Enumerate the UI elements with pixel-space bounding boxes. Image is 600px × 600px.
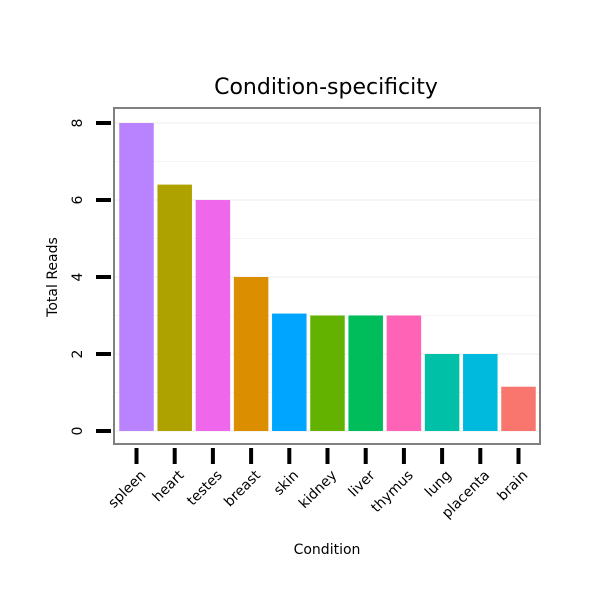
chart-title: Condition-specificity (214, 75, 438, 100)
bar-skin (272, 313, 307, 431)
x-tick-label-heart: heart (150, 467, 188, 505)
x-tick-label-lung: lung (422, 468, 455, 501)
y-tick-label-4: 4 (70, 272, 86, 281)
x-tick-label-kidney: kidney (296, 468, 340, 512)
y-tick-label-0: 0 (70, 427, 86, 436)
x-tick-label-thymus: thymus (368, 468, 416, 516)
x-tick-label-brain: brain (495, 468, 532, 505)
bar-testes (195, 200, 231, 431)
bar-kidney (310, 315, 345, 431)
bar-placenta (463, 354, 498, 431)
y-tick-label-6: 6 (70, 195, 86, 204)
bar-brain (501, 386, 536, 431)
bar-heart (157, 184, 192, 431)
bars (119, 123, 536, 431)
x-tick-label-breast: breast (221, 467, 264, 510)
x-tick-label-skin: skin (271, 468, 302, 499)
plot-panel-border (113, 107, 541, 445)
y-tick-label-2: 2 (70, 350, 86, 359)
bar-breast (233, 277, 269, 431)
x-tick-label-testes: testes (184, 468, 226, 510)
x-tick-label-liver: liver (346, 467, 379, 500)
bar-lung (424, 354, 460, 431)
x-axis-label: Condition (294, 542, 361, 558)
bar-liver (348, 315, 383, 431)
y-tick-label-8: 8 (70, 119, 86, 128)
bar-thymus (386, 315, 422, 431)
x-tick-label-spleen: spleen (105, 468, 149, 512)
bar-spleen (119, 123, 154, 431)
y-axis-label: Total Reads (45, 237, 61, 318)
y-axis: 0 2 4 6 8 (70, 119, 111, 436)
